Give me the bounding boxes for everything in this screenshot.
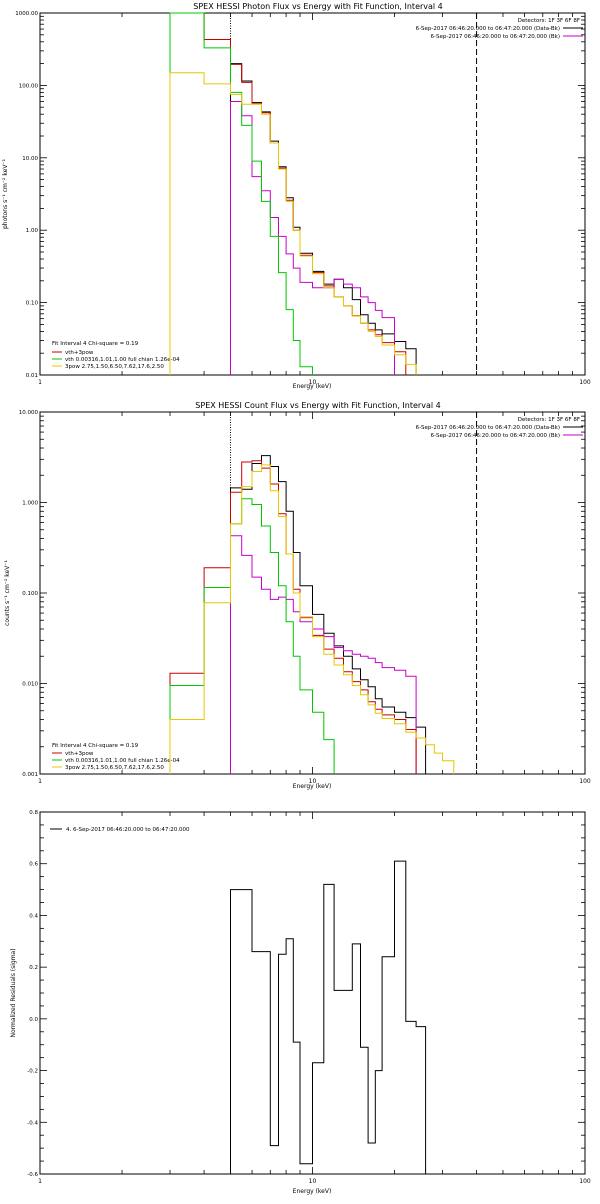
x-tick-label: 1 — [38, 1178, 42, 1185]
panel1-legend-bk: 6-Sep-2017 06:46:20.000 to 06:47:20.000 … — [431, 34, 561, 40]
photon-flux-panel: SPEX HESSI Photon Flux vs Energy with Fi… — [2, 2, 591, 390]
panel3-xlabel: Energy (keV) — [293, 1188, 332, 1195]
residuals-panel: Energy (keV) Normalized Residuals (sigma… — [10, 810, 591, 1195]
series-line-0 — [230, 63, 417, 375]
panel3-legend-label: 4. 6-Sep-2017 06:46:20.000 to 06:47:20.0… — [66, 827, 190, 833]
panel1-title: SPEX HESSI Photon Flux vs Energy with Fi… — [193, 2, 443, 11]
y-tick-label: 1000.00 — [15, 11, 38, 17]
panel1-legend-3pow: 3pow 2.75,1.50,6.50,7.62,17.6,2.50 — [65, 364, 164, 370]
panel2-legend-data-bk: 6-Sep-2017 06:46:20.000 to 06:47:20.000 … — [416, 425, 560, 431]
panel1-fit-interval: Fit Interval 4 Chi-square = 0.19 — [52, 341, 139, 347]
y-tick-label: 0.10 — [26, 301, 39, 307]
x-tick-label: 10 — [309, 1178, 317, 1185]
panel1-ylabel: photons s⁻¹ cm⁻² keV⁻¹ — [2, 158, 9, 229]
y-tick-label: 0.2 — [29, 965, 38, 971]
y-tick-label: 1.00 — [26, 228, 39, 234]
series-line-3 — [169, 12, 313, 375]
series-line-4 — [169, 72, 417, 375]
series-line-0 — [230, 860, 427, 1174]
y-tick-label: 10.000 — [19, 410, 39, 416]
series-line-3 — [169, 498, 335, 774]
panel2-legend-vth3pow: vth+3pow — [65, 751, 94, 757]
panel3-ylabel: Normalized Residuals (sigma) — [10, 948, 17, 1037]
panel2-xlabel: Energy (keV) — [293, 783, 332, 790]
y-tick-label: -0.4 — [27, 1120, 38, 1126]
y-tick-label: 100.00 — [19, 83, 39, 89]
y-tick-label: 10.00 — [22, 156, 38, 162]
panel2-ylabel: counts s⁻¹ cm⁻² keV⁻¹ — [4, 560, 11, 626]
series-line-2 — [169, 460, 417, 774]
panel1-xlabel: Energy (keV) — [293, 383, 332, 390]
y-tick-label: 0.01 — [26, 373, 38, 379]
y-tick-label: 0.0 — [29, 1017, 38, 1023]
y-tick-label: -0.6 — [27, 1172, 38, 1178]
panel1-legend-data-bk: 6-Sep-2017 06:46:20.000 to 06:47:20.000 … — [416, 26, 560, 32]
y-tick-label: 0.4 — [29, 913, 38, 919]
x-tick-label: 10 — [309, 778, 317, 785]
series-line-1 — [230, 535, 417, 774]
x-tick-label: 1 — [38, 379, 42, 386]
series-line-2 — [169, 12, 407, 375]
panel2-legend-3pow: 3pow 2.75,1.50,6.50,7.62,17.6,2.50 — [65, 765, 164, 771]
panel1-legend-vth: vth 0.00316,1.01,1.00 full chian 1.26e-0… — [65, 357, 180, 363]
panel1-legend-vth3pow: vth+3pow — [65, 350, 94, 356]
y-tick-label: 1.000 — [22, 501, 38, 507]
y-tick-label: 0.8 — [29, 810, 38, 816]
panel2-legend-bk: 6-Sep-2017 06:46:20.000 to 06:47:20.000 … — [431, 433, 561, 439]
panel2-title: SPEX HESSI Count Flux vs Energy with Fit… — [195, 401, 440, 410]
panel1-plot-frame — [39, 12, 586, 376]
y-tick-label: 0.010 — [22, 682, 38, 688]
panel1-detectors-label: Detectors: 1F 3F 6F 8F — [518, 18, 580, 24]
x-tick-label: 100 — [579, 1178, 591, 1185]
x-tick-label: 1 — [38, 778, 42, 785]
panel2-detectors-label: Detectors: 1F 3F 6F 8F — [518, 417, 580, 423]
count-flux-panel: SPEX HESSI Count Flux vs Energy with Fit… — [4, 401, 591, 790]
series-line-1 — [230, 101, 395, 375]
y-tick-label: -0.2 — [27, 1069, 38, 1075]
x-tick-label: 100 — [579, 379, 591, 386]
panel2-legend-vth: vth 0.00316,1.01,1.00 full chian 1.26e-0… — [65, 758, 180, 764]
series-line-4 — [169, 464, 455, 774]
y-tick-label: 0.001 — [22, 772, 38, 778]
y-tick-label: 0.6 — [29, 862, 38, 868]
x-tick-label: 10 — [309, 379, 317, 386]
y-tick-label: 0.100 — [22, 591, 38, 597]
series-line-0 — [230, 455, 427, 774]
panel2-fit-interval: Fit Interval 4 Chi-square = 0.19 — [52, 743, 139, 749]
x-tick-label: 100 — [579, 778, 591, 785]
